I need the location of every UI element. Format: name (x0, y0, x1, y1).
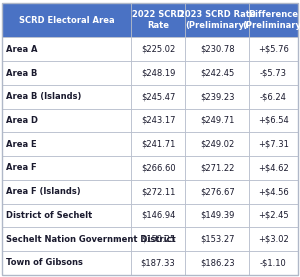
Text: $249.71: $249.71 (200, 116, 234, 125)
Text: 2022 SCRD
Rate: 2022 SCRD Rate (132, 10, 184, 30)
Bar (2, 3, 131, 37)
Text: District of Sechelt: District of Sechelt (6, 211, 92, 220)
Text: Area D: Area D (6, 116, 38, 125)
Text: $249.02: $249.02 (200, 140, 234, 149)
Text: $225.02: $225.02 (141, 45, 175, 54)
Bar (2, 227, 131, 251)
Bar (185, 37, 249, 61)
Bar (249, 156, 298, 180)
Bar (131, 180, 185, 204)
Text: $153.27: $153.27 (200, 235, 234, 244)
Text: $239.23: $239.23 (200, 92, 234, 101)
Bar (249, 132, 298, 156)
Bar (131, 61, 185, 85)
Text: Town of Gibsons: Town of Gibsons (6, 258, 83, 267)
Bar (249, 227, 298, 251)
Bar (131, 132, 185, 156)
Text: $266.60: $266.60 (141, 163, 176, 173)
Text: Area B: Area B (6, 68, 37, 78)
Text: $245.47: $245.47 (141, 92, 175, 101)
Bar (2, 109, 131, 132)
Bar (2, 156, 131, 180)
Bar (2, 204, 131, 227)
Text: $149.39: $149.39 (200, 211, 234, 220)
Text: -$5.73: -$5.73 (260, 68, 287, 78)
Bar (2, 37, 131, 61)
Bar (185, 180, 249, 204)
Bar (2, 61, 131, 85)
Text: $150.25: $150.25 (141, 235, 175, 244)
Text: $276.67: $276.67 (200, 187, 235, 196)
Bar (249, 61, 298, 85)
Bar (249, 180, 298, 204)
Bar (131, 37, 185, 61)
Text: +$7.31: +$7.31 (258, 140, 289, 149)
Text: +$4.56: +$4.56 (258, 187, 289, 196)
Bar (249, 109, 298, 132)
Bar (2, 85, 131, 109)
Text: $272.11: $272.11 (141, 187, 175, 196)
Text: $242.45: $242.45 (200, 68, 234, 78)
Text: +$3.02: +$3.02 (258, 235, 289, 244)
Text: $230.78: $230.78 (200, 45, 235, 54)
Bar (249, 3, 298, 37)
Bar (131, 204, 185, 227)
Bar (131, 156, 185, 180)
Text: $241.71: $241.71 (141, 140, 175, 149)
Text: +$4.62: +$4.62 (258, 163, 289, 173)
Text: -$6.24: -$6.24 (260, 92, 287, 101)
Bar (185, 109, 249, 132)
Bar (249, 85, 298, 109)
Bar (185, 61, 249, 85)
Text: +$6.54: +$6.54 (258, 116, 289, 125)
Text: Area A: Area A (6, 45, 38, 54)
Bar (185, 227, 249, 251)
Text: +$5.76: +$5.76 (258, 45, 289, 54)
Bar (2, 180, 131, 204)
Bar (131, 3, 185, 37)
Bar (249, 204, 298, 227)
Text: Area E: Area E (6, 140, 37, 149)
Bar (185, 85, 249, 109)
Bar (185, 132, 249, 156)
Text: -$1.10: -$1.10 (260, 258, 286, 267)
Text: Area F (Islands): Area F (Islands) (6, 187, 81, 196)
Text: $243.17: $243.17 (141, 116, 176, 125)
Bar (185, 251, 249, 275)
Text: $146.94: $146.94 (141, 211, 175, 220)
Text: Area B (Islands): Area B (Islands) (6, 92, 81, 101)
Bar (131, 227, 185, 251)
Bar (185, 3, 249, 37)
Text: +$2.45: +$2.45 (258, 211, 289, 220)
Text: Area F: Area F (6, 163, 37, 173)
Bar (2, 132, 131, 156)
Bar (131, 251, 185, 275)
Bar (249, 251, 298, 275)
Bar (249, 37, 298, 61)
Text: Sechelt Nation Government District: Sechelt Nation Government District (6, 235, 176, 244)
Text: $187.33: $187.33 (141, 258, 176, 267)
Bar (2, 251, 131, 275)
Text: $271.22: $271.22 (200, 163, 234, 173)
Text: Difference
(Preliminary): Difference (Preliminary) (242, 10, 300, 30)
Text: SCRD Electoral Area: SCRD Electoral Area (19, 16, 114, 25)
Bar (185, 156, 249, 180)
Bar (131, 109, 185, 132)
Bar (131, 85, 185, 109)
Text: 2023 SCRD Rate
(Preliminary): 2023 SCRD Rate (Preliminary) (179, 10, 256, 30)
Text: $186.23: $186.23 (200, 258, 235, 267)
Bar (185, 204, 249, 227)
Text: $248.19: $248.19 (141, 68, 175, 78)
